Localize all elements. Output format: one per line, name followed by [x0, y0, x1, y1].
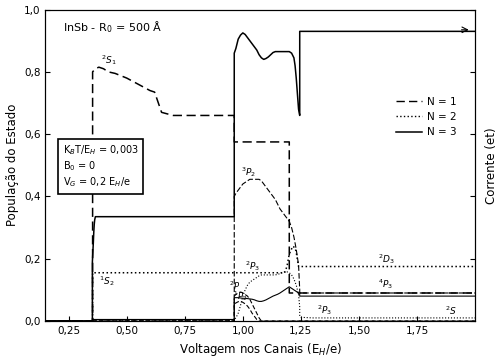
Legend: N = 1, N = 2, N = 3: N = 1, N = 2, N = 3 — [392, 92, 461, 141]
Y-axis label: Corrente (et): Corrente (et) — [485, 127, 498, 203]
Text: $^1P_2$: $^1P_2$ — [233, 289, 247, 303]
Text: $^2D_3$: $^2D_3$ — [377, 252, 394, 266]
Text: $^2P_3$: $^2P_3$ — [245, 259, 261, 273]
Text: $^2P_3$: $^2P_3$ — [317, 303, 333, 317]
Text: $^1S_2$: $^1S_2$ — [99, 274, 114, 288]
Text: $^2P$: $^2P$ — [229, 280, 240, 292]
Text: $^2S_1$: $^2S_1$ — [101, 53, 117, 67]
X-axis label: Voltagem nos Canais (E$_H$/e): Voltagem nos Canais (E$_H$/e) — [178, 341, 342, 359]
Text: K$_B$T/E$_H$ = 0,003
B$_0$ = 0
V$_G$ = 0,2 E$_H$/e: K$_B$T/E$_H$ = 0,003 B$_0$ = 0 V$_G$ = 0… — [62, 143, 139, 189]
Text: $^3P_2$: $^3P_2$ — [240, 165, 256, 179]
Text: $^4P_3$: $^4P_3$ — [377, 277, 393, 292]
Y-axis label: População do Estado: População do Estado — [6, 104, 19, 226]
Text: InSb - R$_0$ = 500 Å: InSb - R$_0$ = 500 Å — [62, 19, 162, 35]
Text: $^2S$: $^2S$ — [445, 305, 457, 317]
